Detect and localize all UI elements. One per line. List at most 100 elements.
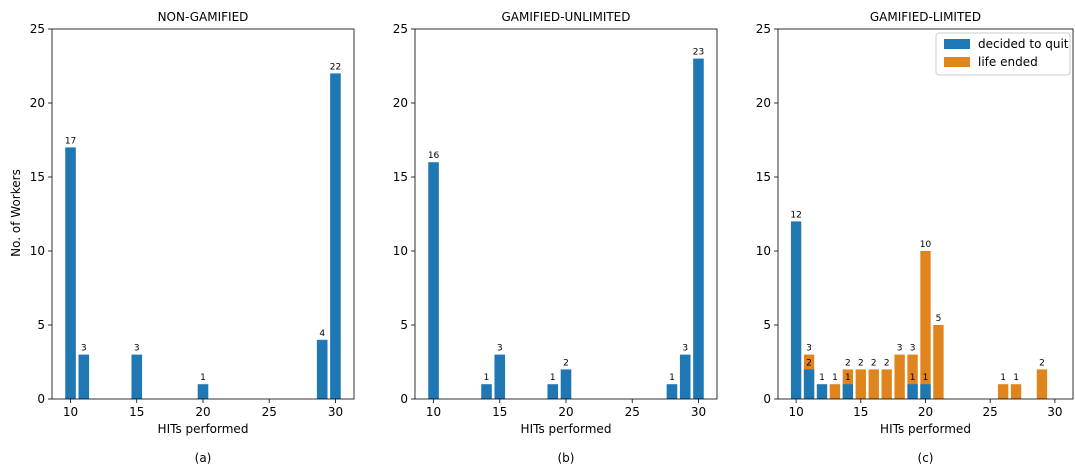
bar [907,384,918,399]
y-tick-label: 15 [756,170,771,184]
data-label: 22 [330,62,341,72]
y-tick-label: 0 [37,392,45,406]
data-label: 1 [1013,373,1019,383]
y-tick-label: 15 [393,170,408,184]
bar [829,384,841,399]
x-tick-label: 25 [262,405,277,419]
data-label: 3 [497,344,503,354]
data-label: 16 [428,151,440,161]
x-tick-label: 20 [195,405,210,419]
data-label: 1 [1000,373,1006,383]
panel-caption: (a) [195,451,212,465]
x-axis-label: HITs performed [880,422,971,436]
data-label: 5 [936,314,942,324]
y-tick-label: 0 [763,392,771,406]
x-tick-label: 20 [558,405,573,419]
bar [560,369,572,399]
y-tick-label: 15 [30,170,45,184]
bar [65,147,76,399]
data-label: 12 [790,210,801,220]
panel-caption: (c) [918,451,934,465]
data-label: 10 [920,240,932,250]
y-tick-label: 5 [37,318,45,332]
bar [330,73,341,400]
bar [481,384,492,399]
y-tick-label: 25 [30,22,45,36]
y-tick-label: 20 [756,96,771,110]
y-tick-label: 10 [756,244,771,258]
x-tick-label: 15 [853,405,868,419]
bar [197,384,209,399]
bar [920,251,931,399]
legend-swatch [944,39,970,49]
x-tick-label: 10 [63,405,78,419]
bar [997,384,1009,399]
legend: decided to quit life ended [935,32,1071,76]
bar [790,221,802,399]
bar [494,354,506,399]
plot-frame [51,28,355,400]
chart-panel-2: GAMIFIED-UNLIMITED1613121323051015202510… [393,10,718,465]
bar [894,354,905,399]
bar [316,339,328,399]
bar [78,354,90,399]
plot-frame [414,28,718,400]
chart-title: GAMIFIED-LIMITED [870,10,981,24]
bar [428,162,439,399]
data-label: 1 [550,373,556,383]
x-tick-label: 30 [691,405,706,419]
legend-label: life ended [978,55,1038,69]
data-label: 3 [134,344,140,354]
data-label: 1 [669,373,675,383]
bar [131,354,143,399]
data-label: 1 [200,373,206,383]
data-label: 2 [1039,358,1045,368]
data-label: 2 [806,358,812,368]
data-label: 3 [897,344,903,354]
bar [679,354,691,399]
data-label: 3 [81,344,87,354]
y-tick-label: 5 [400,318,408,332]
y-tick-label: 10 [30,244,45,258]
data-label: 4 [319,329,325,339]
data-label: 3 [806,344,812,354]
x-tick-label: 25 [625,405,640,419]
y-axis-label: No. of Workers [9,169,23,257]
y-tick-label: 0 [400,392,408,406]
chart-title: GAMIFIED-UNLIMITED [501,10,630,24]
x-tick-label: 30 [1047,405,1062,419]
data-label: 2 [858,358,864,368]
bar [868,369,879,399]
data-label: 1 [845,373,851,383]
bar [1010,384,1022,399]
x-tick-label: 20 [918,405,933,419]
data-label: 3 [682,344,688,354]
x-tick-label: 25 [983,405,998,419]
bar [933,325,944,399]
x-axis-label: HITs performed [521,422,612,436]
y-tick-label: 20 [393,96,408,110]
data-label: 1 [484,373,490,383]
bar [803,369,815,399]
data-label: 17 [65,136,76,146]
data-label: 2 [845,358,851,368]
y-tick-label: 20 [30,96,45,110]
x-tick-label: 10 [788,405,803,419]
x-tick-label: 30 [328,405,343,419]
chart-title: NON-GAMIFIED [158,10,249,24]
bar [693,58,704,399]
bar [907,354,918,399]
bar [666,384,678,399]
data-label: 2 [884,358,890,368]
y-tick-label: 25 [393,22,408,36]
x-tick-label: 10 [426,405,441,419]
y-tick-label: 5 [763,318,771,332]
data-label: 1 [910,373,916,383]
data-label: 2 [871,358,877,368]
bar [816,384,828,399]
legend-swatch [944,57,970,67]
x-tick-label: 15 [492,405,507,419]
bar [855,369,866,399]
